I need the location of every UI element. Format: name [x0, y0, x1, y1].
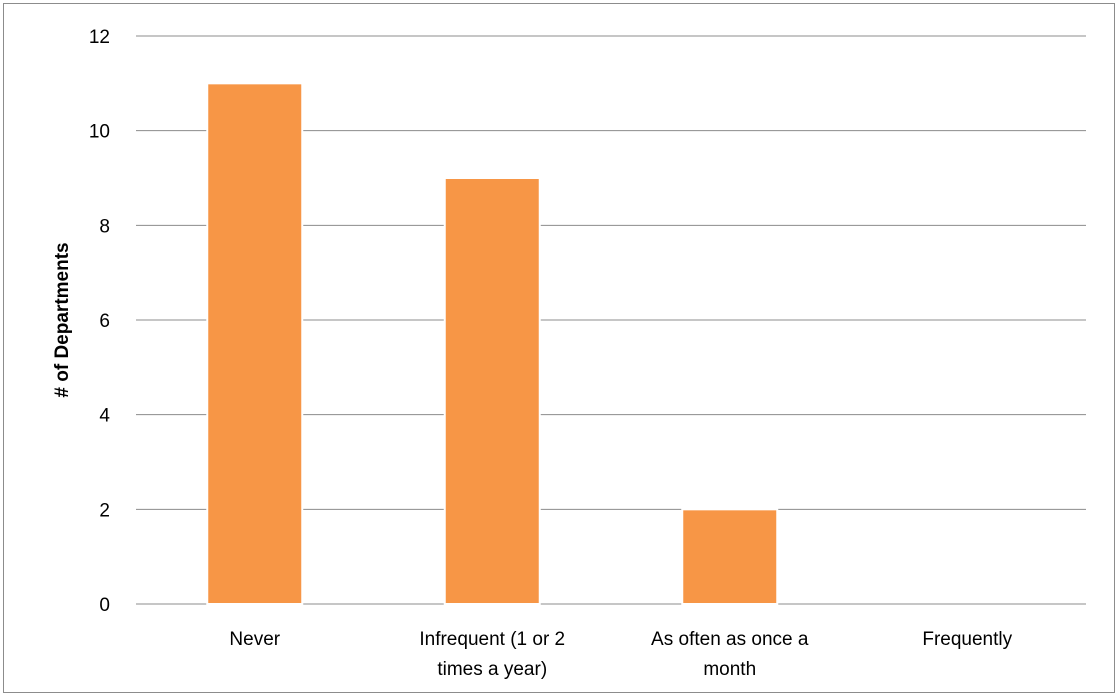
- x-category-label: Never: [229, 629, 280, 650]
- y-tick-label: 0: [99, 595, 110, 616]
- y-tick-label: 4: [99, 406, 110, 427]
- x-axis-categories: Never Infrequent (1 or 2 times a year) As o…: [229, 629, 1012, 680]
- bars: [206, 82, 779, 606]
- chart-area: [3, 3, 1115, 693]
- x-category-label: Infrequent (1 or 2 times a year): [419, 629, 565, 680]
- x-category-label: As often as once a month: [651, 629, 809, 680]
- y-tick-label: 10: [89, 122, 110, 143]
- bar: [681, 508, 779, 606]
- y-axis-title: # of Departments: [52, 242, 73, 397]
- x-category-label: Frequently: [922, 629, 1012, 650]
- bar: [443, 177, 541, 605]
- bar: [206, 82, 304, 606]
- y-tick-label: 12: [89, 27, 110, 48]
- y-tick-label: 6: [99, 311, 110, 332]
- y-tick-label: 2: [99, 500, 110, 521]
- y-axis-ticks: 0 2 4 6 8 10 12: [89, 27, 111, 616]
- y-tick-label: 8: [99, 216, 110, 237]
